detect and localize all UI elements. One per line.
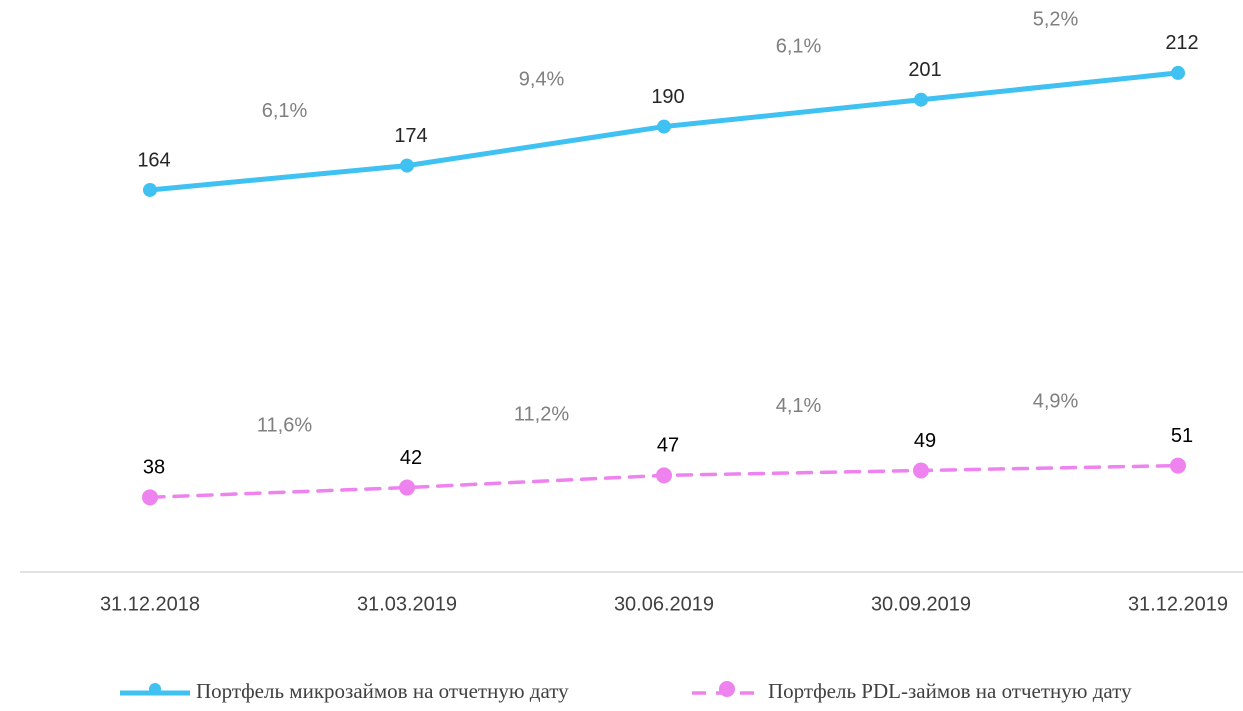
x-tick-label: 30.06.2019 [614, 593, 714, 615]
x-tick-label: 31.12.2018 [100, 593, 200, 615]
x-tick-label: 31.03.2019 [357, 593, 457, 615]
legend-marker [719, 681, 735, 697]
data-point [143, 182, 157, 197]
data-label: 201 [908, 59, 941, 81]
growth-label: 4,1% [776, 395, 822, 417]
growth-label: 6,1% [776, 35, 822, 57]
growth-label: 11,6% [257, 415, 312, 437]
data-point [1170, 457, 1186, 474]
data-label: 174 [394, 125, 427, 147]
data-point [142, 489, 158, 506]
data-point [656, 467, 672, 484]
data-label: 212 [1165, 32, 1198, 54]
x-tick-label: 30.09.2019 [871, 593, 971, 615]
legend-marker [149, 683, 161, 695]
growth-label: 9,4% [519, 68, 565, 90]
data-point [914, 92, 928, 107]
data-label: 164 [137, 149, 170, 171]
growth-label: 5,2% [1033, 9, 1079, 31]
legend-label: Портфель микрозаймов на отчетную дату [196, 679, 569, 703]
data-label: 51 [1171, 425, 1193, 447]
data-label: 49 [914, 430, 936, 452]
growth-label: 6,1% [262, 100, 308, 122]
growth-label: 11,2% [514, 404, 569, 426]
growth-label: 4,9% [1033, 390, 1079, 412]
data-point [913, 462, 929, 479]
data-label: 38 [143, 457, 165, 479]
data-label: 42 [400, 447, 422, 469]
data-point [400, 158, 414, 173]
data-label: 47 [657, 435, 679, 457]
data-label: 190 [651, 86, 684, 108]
legend-label: Портфель PDL-займов на отчетную дату [768, 679, 1132, 703]
data-point [1171, 65, 1185, 80]
x-tick-label: 31.12.2019 [1128, 593, 1228, 615]
data-point [399, 479, 415, 496]
data-point [657, 119, 671, 134]
